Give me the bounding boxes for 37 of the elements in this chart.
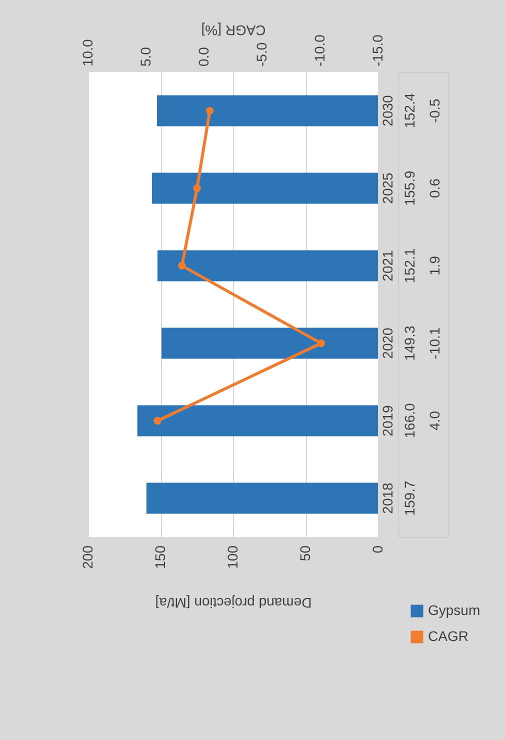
data-label: 155.9 xyxy=(402,170,418,206)
data-label: 159.7 xyxy=(402,480,418,516)
point xyxy=(193,184,201,192)
x2-tick-label: 10.0 xyxy=(80,39,96,66)
legend-label: Gypsum xyxy=(428,602,480,618)
x-tick-label: 150 xyxy=(152,545,168,569)
point xyxy=(317,339,326,348)
x2-tick-label: -15.0 xyxy=(370,34,386,66)
x2-tick-label: -5.0 xyxy=(254,42,270,66)
data-label: -10.1 xyxy=(426,327,442,360)
x2-axis-title: CAGR [%] xyxy=(201,22,266,39)
data-label: 4.0 xyxy=(426,410,442,430)
x2-tick-label: -10.0 xyxy=(312,34,328,66)
y-tick-label: 2030 xyxy=(380,94,396,126)
data-label: 1.9 xyxy=(426,256,442,276)
y-tick-label: 2021 xyxy=(380,250,396,282)
data-label: 152.4 xyxy=(402,93,418,128)
data-label: 166.0 xyxy=(402,403,418,438)
y-tick-label: 2019 xyxy=(380,404,396,436)
x-tick-label: 0 xyxy=(370,545,386,554)
x2-tick-label: 5.0 xyxy=(138,46,154,66)
data-label: 0.6 xyxy=(426,178,442,198)
point xyxy=(206,106,214,115)
y-tick-label: 2020 xyxy=(380,327,396,359)
x-tick-label: 100 xyxy=(224,545,240,569)
x-tick-label: 200 xyxy=(80,545,96,569)
data-label: 152.1 xyxy=(402,248,418,284)
point xyxy=(178,262,186,270)
y-tick-label: 2018 xyxy=(380,482,396,514)
x-tick-label: 50 xyxy=(297,545,313,562)
x-axis-title: Demand projection [Mt/a] xyxy=(155,594,312,611)
x2-tick-label: 0.0 xyxy=(196,46,212,66)
data-label: -0.5 xyxy=(426,98,442,123)
legend-label: CAGR xyxy=(428,628,468,644)
y-tick-label: 2025 xyxy=(380,172,396,204)
data-label: 149.3 xyxy=(402,326,418,361)
point xyxy=(154,416,162,425)
